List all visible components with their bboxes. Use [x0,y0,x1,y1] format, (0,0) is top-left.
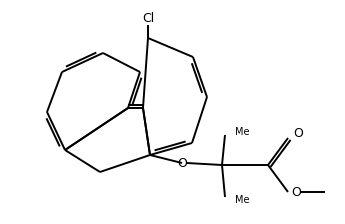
Text: Cl: Cl [142,11,154,24]
Text: Me: Me [235,127,249,137]
Text: O: O [293,127,303,140]
Text: Me: Me [235,195,249,205]
Text: O: O [177,157,187,170]
Text: O: O [291,185,301,198]
